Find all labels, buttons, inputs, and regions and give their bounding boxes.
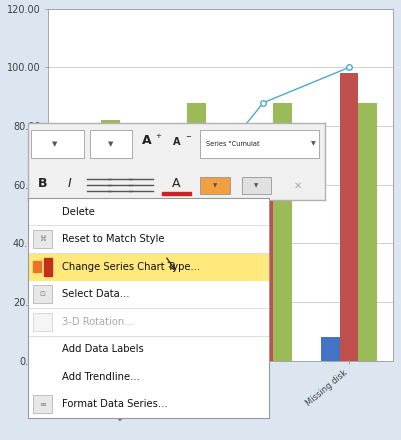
Text: ▼: ▼ [255, 183, 259, 188]
FancyBboxPatch shape [33, 286, 52, 303]
Text: −: − [185, 134, 191, 140]
Bar [83, 287, 101, 361]
Text: ▼: ▼ [310, 142, 315, 147]
FancyBboxPatch shape [200, 177, 230, 194]
FancyBboxPatch shape [28, 253, 269, 281]
Text: B: B [38, 177, 48, 190]
FancyBboxPatch shape [200, 130, 319, 158]
FancyBboxPatch shape [33, 396, 52, 413]
Text: ✕: ✕ [294, 180, 302, 191]
FancyBboxPatch shape [31, 130, 85, 158]
Text: Delete: Delete [62, 207, 95, 217]
Bar [358, 103, 377, 361]
Bar [235, 352, 254, 361]
Bar [168, 249, 187, 361]
Bar [273, 103, 292, 361]
Text: A: A [172, 177, 181, 190]
Text: Reset to Match Style: Reset to Match Style [62, 234, 164, 244]
Text: Select Data...: Select Data... [62, 289, 129, 299]
FancyBboxPatch shape [33, 313, 52, 330]
Text: +: + [156, 132, 162, 139]
Text: Change Series Chart Type...: Change Series Chart Type... [62, 262, 200, 272]
Text: ▼: ▼ [108, 141, 114, 147]
Text: Add Trendline...: Add Trendline... [62, 372, 140, 382]
Text: ⌘: ⌘ [39, 236, 46, 242]
FancyBboxPatch shape [242, 177, 271, 194]
FancyBboxPatch shape [33, 231, 52, 248]
Text: ≡: ≡ [39, 400, 46, 409]
Bar [33, 261, 41, 272]
Bar [64, 279, 83, 361]
Bar [340, 73, 358, 361]
Bar [150, 355, 168, 361]
Text: A: A [173, 137, 180, 147]
Bar [321, 337, 340, 361]
Text: ▼: ▼ [52, 141, 57, 147]
Text: Series "Cumulat: Series "Cumulat [206, 141, 260, 147]
Text: ▼: ▼ [213, 183, 217, 188]
Bar [254, 132, 273, 361]
Text: Format Data Series...: Format Data Series... [62, 399, 167, 409]
Bar [162, 192, 191, 195]
Text: I: I [68, 177, 71, 190]
Text: ⊡: ⊡ [40, 291, 45, 297]
FancyBboxPatch shape [90, 130, 132, 158]
Text: Add Data Labels: Add Data Labels [62, 344, 144, 354]
Text: 3-D Rotation...: 3-D Rotation... [62, 317, 134, 327]
Bar [101, 120, 120, 361]
Bar [187, 103, 206, 361]
Text: A: A [142, 134, 152, 147]
Bar [44, 258, 52, 275]
